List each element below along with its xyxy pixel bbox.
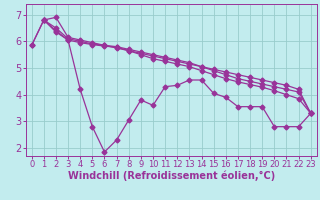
X-axis label: Windchill (Refroidissement éolien,°C): Windchill (Refroidissement éolien,°C) (68, 171, 275, 181)
